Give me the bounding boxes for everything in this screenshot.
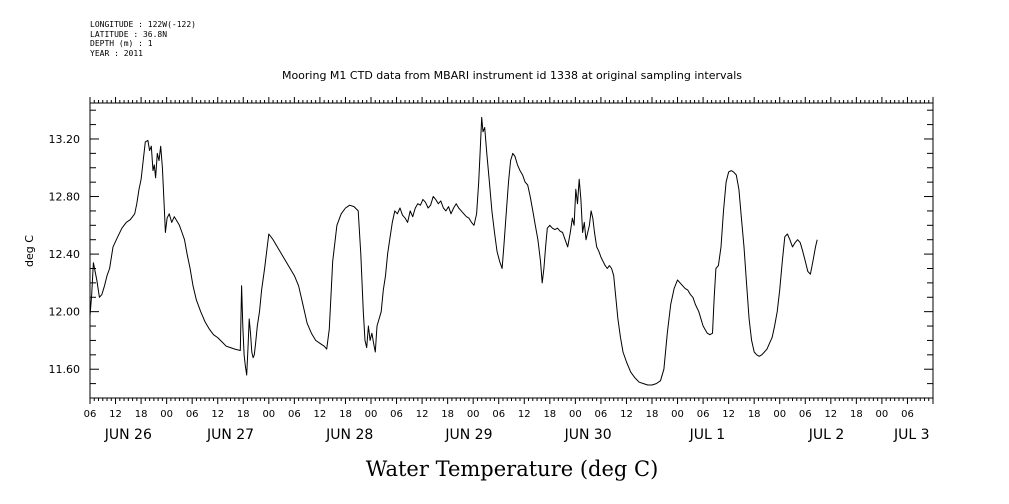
x-tick-label: 12 [518, 409, 531, 420]
x-tick-label: 00 [365, 409, 378, 420]
x-tick-label: 12 [314, 409, 327, 420]
y-tick-label: 12.80 [49, 191, 81, 204]
day-label: JUL 3 [893, 427, 930, 443]
x-tick-label: 12 [109, 409, 122, 420]
x-tick-label: 06 [288, 409, 301, 420]
day-label: JUL 1 [689, 427, 726, 443]
x-tick-label: 12 [416, 409, 429, 420]
day-label: JUN 30 [564, 427, 612, 443]
x-tick-label: 00 [262, 409, 275, 420]
x-tick-label: 06 [84, 409, 97, 420]
x-tick-label: 12 [211, 409, 224, 420]
x-tick-label: 00 [569, 409, 582, 420]
x-tick-label: 06 [595, 409, 608, 420]
x-tick-label: 00 [671, 409, 684, 420]
y-tick-label: 12.40 [49, 248, 81, 261]
depth-label: DEPTH (m) : 1 [90, 39, 153, 48]
x-tick-label: 18 [441, 409, 454, 420]
x-axis-label: Water Temperature (deg C) [366, 457, 659, 481]
y-tick-label: 11.60 [49, 363, 81, 376]
x-tick-label: 18 [748, 409, 761, 420]
day-label: JUN 27 [206, 427, 254, 443]
x-tick-label: 18 [135, 409, 148, 420]
plot-frame [89, 102, 934, 399]
x-tick-label: 12 [824, 409, 837, 420]
x-tick-label: 00 [773, 409, 786, 420]
x-tick-label: 12 [722, 409, 735, 420]
series-group [89, 116, 818, 386]
x-tick-label: 18 [850, 409, 863, 420]
day-labels: JUN 26 JUN 27 JUN 28 JUN 29 JUN 30 JUL 1 JUL 2… [104, 427, 930, 443]
latitude-label: LATITUDE : 36.8N [90, 29, 168, 39]
x-tick-label: 00 [160, 409, 173, 420]
y-tick-label: 12.00 [49, 306, 81, 319]
x-tick-label: 00 [467, 409, 480, 420]
x-tick-labels: 06 12 18 00 06 12 18 00 06 12 18 00 06 12 18 00 06 12 18 00… [84, 409, 914, 420]
day-label: JUN 26 [104, 427, 152, 443]
y-tick-label: 13.20 [49, 133, 81, 146]
x-tick-label: 00 [876, 409, 889, 420]
temperature-series-line [89, 116, 818, 386]
x-tick-label: 18 [646, 409, 659, 420]
year-label: YEAR : 2011 [90, 48, 143, 58]
x-tick-label: 06 [901, 409, 914, 420]
day-label: JUL 2 [808, 427, 845, 443]
y-axis-label: deg C [23, 235, 36, 267]
y-tick-labels: 11.60 12.00 12.40 12.80 13.20 [49, 133, 81, 376]
x-tick-label: 18 [237, 409, 250, 420]
day-label: JUN 28 [325, 427, 373, 443]
longitude-label: LONGITUDE : 122W(-122) [90, 20, 196, 29]
x-tick-label: 06 [390, 409, 403, 420]
x-tick-label: 06 [186, 409, 199, 420]
axis-ticks [89, 97, 934, 404]
x-tick-label: 18 [339, 409, 352, 420]
x-tick-label: 12 [620, 409, 633, 420]
chart-title: Mooring M1 CTD data from MBARI instrumen… [282, 69, 742, 82]
day-label: JUN 29 [444, 427, 492, 443]
x-tick-label: 18 [543, 409, 556, 420]
x-tick-label: 06 [492, 409, 505, 420]
metadata-header: LONGITUDE : 122W(-122) LATITUDE : 36.8N … [90, 20, 196, 58]
x-tick-label: 06 [799, 409, 812, 420]
x-tick-label: 06 [697, 409, 710, 420]
